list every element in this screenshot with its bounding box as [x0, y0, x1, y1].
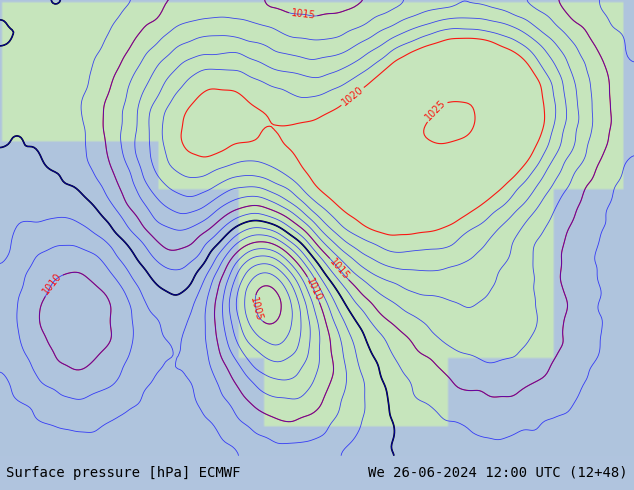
Text: 1010: 1010: [41, 271, 63, 296]
Text: Surface pressure [hPa] ECMWF: Surface pressure [hPa] ECMWF: [6, 466, 241, 480]
Text: 1015: 1015: [327, 257, 351, 282]
Text: 1020: 1020: [340, 85, 365, 108]
Text: 1010: 1010: [304, 276, 323, 303]
Text: 1015: 1015: [290, 8, 316, 21]
Text: 1025: 1025: [424, 98, 448, 122]
Text: We 26-06-2024 12:00 UTC (12+48): We 26-06-2024 12:00 UTC (12+48): [368, 466, 628, 480]
Text: 1005: 1005: [248, 296, 264, 322]
